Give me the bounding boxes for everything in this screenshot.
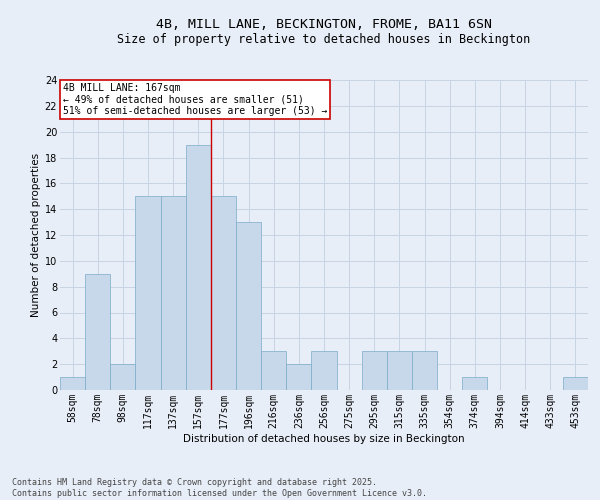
Text: 4B MILL LANE: 167sqm
← 49% of detached houses are smaller (51)
51% of semi-detac: 4B MILL LANE: 167sqm ← 49% of detached h… [62,83,327,116]
Bar [110,364,136,390]
Bar [161,196,186,390]
Bar [211,196,236,390]
Bar [362,351,387,390]
Bar [462,377,487,390]
Bar [387,351,412,390]
Text: Size of property relative to detached houses in Beckington: Size of property relative to detached ho… [118,32,530,46]
Bar [85,274,110,390]
Bar [136,196,161,390]
Bar [60,377,85,390]
X-axis label: Distribution of detached houses by size in Beckington: Distribution of detached houses by size … [183,434,465,444]
Bar [286,364,311,390]
Bar [311,351,337,390]
Text: 4B, MILL LANE, BECKINGTON, FROME, BA11 6SN: 4B, MILL LANE, BECKINGTON, FROME, BA11 6… [156,18,492,30]
Bar [236,222,261,390]
Y-axis label: Number of detached properties: Number of detached properties [31,153,41,317]
Bar [186,144,211,390]
Bar [563,377,588,390]
Text: Contains HM Land Registry data © Crown copyright and database right 2025.
Contai: Contains HM Land Registry data © Crown c… [12,478,427,498]
Bar [412,351,437,390]
Bar [261,351,286,390]
